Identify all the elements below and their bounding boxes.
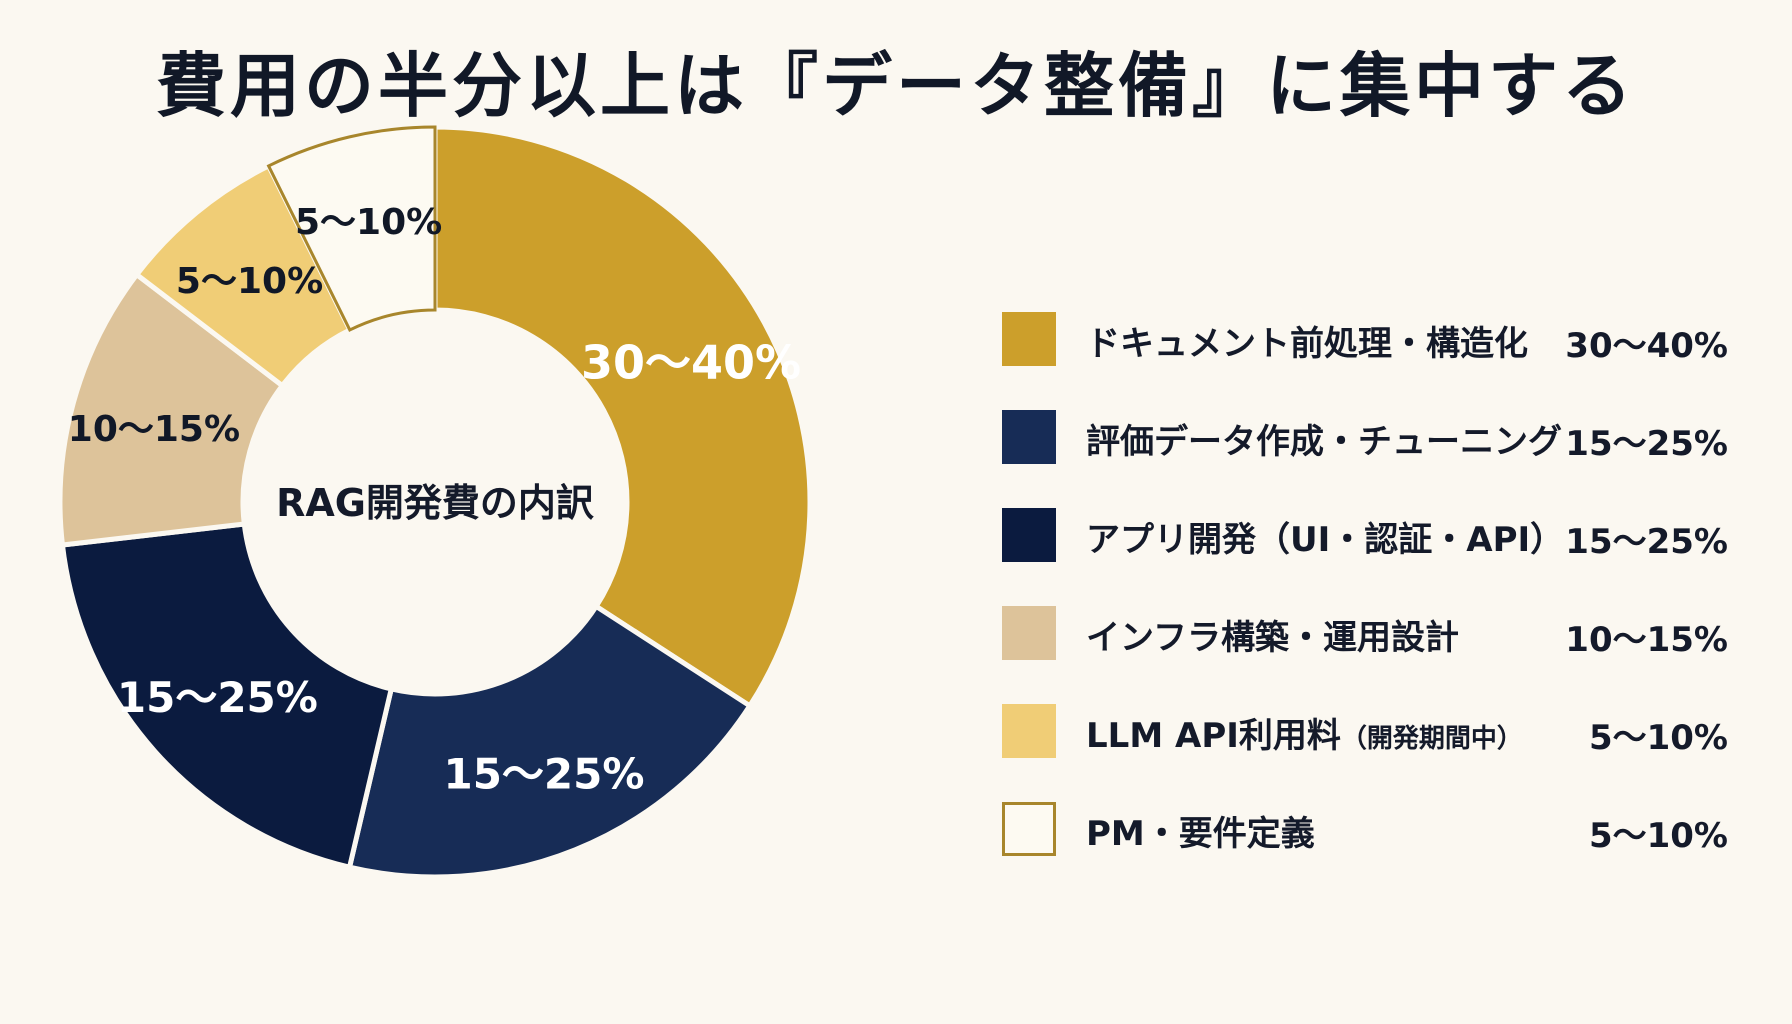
slice-value-label-5: 5〜10% [176,261,323,302]
pie-slice-1 [432,124,813,710]
legend-swatch [1002,312,1056,366]
legend-item: アプリ開発（UI・認証・API） 15〜25% [1002,508,1762,606]
legend-label-text: インフラ構築・運用設計 [1086,618,1459,658]
legend-label: PM・要件定義 [1086,806,1315,855]
legend-value: 15〜25% [1565,522,1728,562]
legend-swatch [1002,606,1056,660]
pie-slice-4 [57,271,286,548]
legend-label-text: 評価データ作成・チューニング [1086,422,1562,462]
donut-chart: 30〜40% 15〜25% 15〜25% 10〜15% 5〜10% 5〜10% RAG開発費… [57,124,813,880]
legend-label: インフラ構築・運用設計 [1086,610,1459,659]
legend-label: 評価データ作成・チューニング [1086,414,1562,463]
legend-swatch [1002,704,1056,758]
chart-title: 費用の半分以上は『データ整備』に集中する [156,45,1636,127]
legend-value: 10〜15% [1565,620,1728,660]
legend-swatch [1002,508,1056,562]
slice-value-label-4: 10〜15% [68,409,240,450]
legend-value: 15〜25% [1565,424,1728,464]
legend-swatch [1002,802,1056,856]
legend-swatch [1002,410,1056,464]
legend: ドキュメント前処理・構造化 30〜40% 評価データ作成・チューニング 15〜25% ア… [1002,312,1762,900]
slice-value-label-3: 15〜25% [117,673,318,722]
slice-value-label-6: 5〜10% [295,202,442,243]
legend-item: 評価データ作成・チューニング 15〜25% [1002,410,1762,508]
legend-label: アプリ開発（UI・認証・API） [1086,512,1564,561]
legend-label-text: LLM API利用料 [1086,716,1341,756]
legend-label: LLM API利用料（開発期間中） [1086,708,1523,757]
legend-label-text: アプリ開発（UI・認証・API） [1086,520,1565,560]
center-label: RAG開発費の内訳 [276,481,594,525]
legend-item: ドキュメント前処理・構造化 30〜40% [1002,312,1762,410]
legend-label-text: ドキュメント前処理・構造化 [1086,324,1528,364]
pie-slice-3 [59,521,395,871]
legend-item: LLM API利用料（開発期間中） 5〜10% [1002,704,1762,802]
legend-value: 30〜40% [1565,326,1728,366]
legend-value: 5〜10% [1588,816,1728,856]
pie-slice-2 [346,602,754,880]
legend-label-text: PM・要件定義 [1086,814,1315,854]
slice-value-label-2: 15〜25% [443,749,644,798]
legend-item: PM・要件定義 5〜10% [1002,802,1762,900]
legend-label-note: （開発期間中） [1340,724,1523,754]
slice-value-label-1: 30〜40% [581,336,801,390]
legend-value: 5〜10% [1588,718,1728,758]
legend-label: ドキュメント前処理・構造化 [1086,316,1528,365]
legend-item: インフラ構築・運用設計 10〜15% [1002,606,1762,704]
pie-slice-6 [266,125,437,332]
